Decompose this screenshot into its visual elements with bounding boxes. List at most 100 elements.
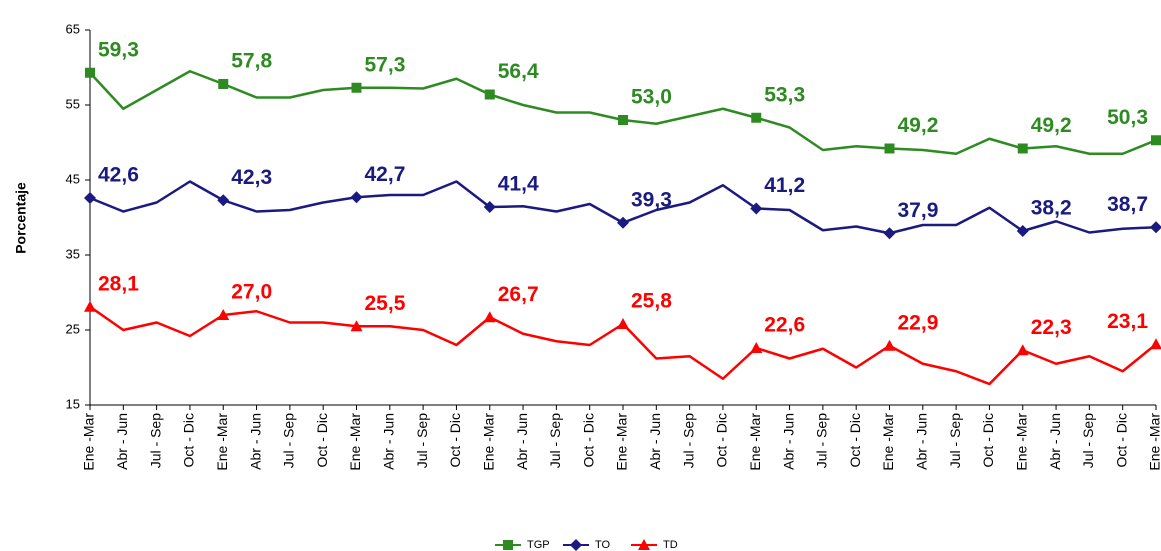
data-point: [884, 143, 895, 154]
data-label: 49,2: [1031, 114, 1072, 137]
x-tick-label: Jul - Sep: [814, 413, 830, 468]
data-point: [1150, 338, 1161, 350]
x-tick-label: Jul - Sep: [680, 413, 696, 468]
data-label: 22,3: [1031, 316, 1072, 339]
data-label: 56,4: [498, 60, 539, 83]
data-label: 53,3: [764, 83, 805, 106]
data-point: [483, 311, 496, 323]
x-tick-label: Ene -Mar: [347, 413, 363, 471]
x-tick-label: Ene -Mar: [747, 413, 763, 471]
y-tick-label: 65: [66, 21, 80, 36]
data-label: 25,5: [365, 292, 406, 315]
data-label: 42,3: [231, 166, 272, 189]
data-label: 57,3: [365, 53, 406, 76]
data-point: [617, 318, 629, 329]
data-label: 42,7: [365, 163, 406, 186]
data-label: 38,2: [1031, 197, 1072, 220]
x-tick-label: Ene -Mar: [614, 413, 630, 471]
data-point: [883, 227, 896, 240]
data-point: [483, 201, 496, 213]
data-point: [350, 320, 363, 332]
legend-marker: [638, 539, 650, 550]
data-label: 41,4: [498, 173, 539, 196]
data-label: 41,2: [764, 174, 805, 197]
x-tick-label: Abr - Jun: [114, 413, 130, 470]
data-point: [1017, 143, 1028, 154]
data-point: [217, 194, 230, 207]
legend-label: TGP: [527, 539, 550, 551]
data-point: [617, 216, 629, 229]
y-tick-label: 45: [66, 171, 80, 186]
data-point: [1150, 221, 1161, 234]
x-tick-label: Abr - Jun: [780, 413, 796, 470]
x-tick-label: Oct - Dic: [1113, 413, 1129, 467]
x-tick-label: Ene -Mar: [214, 413, 230, 471]
x-tick-label: Oct - Dic: [980, 413, 996, 467]
data-label: 26,7: [498, 283, 539, 306]
series-line: [89, 70, 1157, 155]
data-point: [1151, 135, 1161, 146]
data-point: [484, 89, 495, 100]
data-label: 25,8: [631, 290, 672, 313]
data-point: [350, 191, 363, 204]
data-point: [85, 67, 95, 78]
y-tick-label: 55: [66, 96, 80, 111]
data-point: [84, 300, 96, 312]
data-label: 37,9: [898, 199, 939, 222]
x-tick-label: Ene -Mar: [880, 413, 896, 471]
data-label: 22,9: [898, 311, 939, 334]
data-label: 22,6: [764, 314, 805, 337]
x-tick-label: Abr - Jun: [247, 413, 263, 470]
data-label: 42,6: [98, 164, 139, 187]
data-point: [351, 82, 362, 93]
data-label: 27,0: [231, 281, 272, 304]
data-label: 38,7: [1107, 193, 1148, 216]
data-point: [84, 192, 96, 204]
x-tick-label: Abr - Jun: [647, 413, 663, 470]
x-tick-label: Oct - Dic: [314, 413, 330, 467]
data-point: [618, 115, 628, 125]
x-tick-label: Jul - Sep: [281, 413, 297, 468]
data-label: 50,3: [1107, 106, 1148, 129]
data-label: 57,8: [231, 50, 272, 73]
x-tick-label: Ene -Mar: [480, 413, 496, 471]
data-label: 59,3: [98, 38, 139, 61]
x-tick-label: Abr - Jun: [514, 413, 530, 470]
y-tick-label: 25: [66, 321, 80, 336]
y-tick-label: 15: [66, 396, 80, 411]
data-point: [750, 342, 763, 353]
data-point: [1016, 225, 1029, 237]
x-tick-label: Ene -Mar: [1013, 413, 1029, 471]
y-tick-label: 35: [66, 246, 80, 261]
x-tick-label: Ene -Mar: [81, 413, 97, 471]
legend-label: TD: [663, 539, 678, 551]
data-point: [217, 309, 230, 320]
x-tick-label: Jul - Sep: [414, 413, 430, 468]
data-point: [1016, 344, 1029, 356]
x-tick-label: Jul - Sep: [147, 413, 163, 468]
x-tick-label: Abr - Jun: [914, 413, 930, 470]
data-point: [750, 202, 763, 215]
data-point: [218, 79, 229, 89]
data-label: 28,1: [98, 272, 139, 295]
x-tick-label: Oct - Dic: [580, 413, 596, 467]
data-label: 53,0: [631, 86, 672, 109]
x-tick-label: Oct - Dic: [714, 413, 730, 467]
x-tick-label: Oct - Dic: [181, 413, 197, 467]
data-label: 39,3: [631, 188, 672, 211]
x-tick-label: Jul - Sep: [947, 413, 963, 468]
y-axis-label: Porcentaje: [13, 182, 29, 254]
data-point: [751, 112, 762, 123]
data-label: 23,1: [1107, 310, 1148, 333]
legend-label: TO: [595, 539, 611, 551]
legend-marker: [503, 540, 513, 550]
x-tick-label: Ene -Mar: [1147, 413, 1161, 471]
x-tick-label: Abr - Jun: [1047, 413, 1063, 470]
legend-marker: [570, 539, 582, 551]
x-tick-label: Oct - Dic: [447, 413, 463, 467]
x-tick-label: Jul - Sep: [1080, 413, 1096, 468]
data-label: 49,2: [898, 114, 939, 137]
x-tick-label: Oct - Dic: [847, 413, 863, 467]
x-tick-label: Jul - Sep: [547, 413, 563, 468]
